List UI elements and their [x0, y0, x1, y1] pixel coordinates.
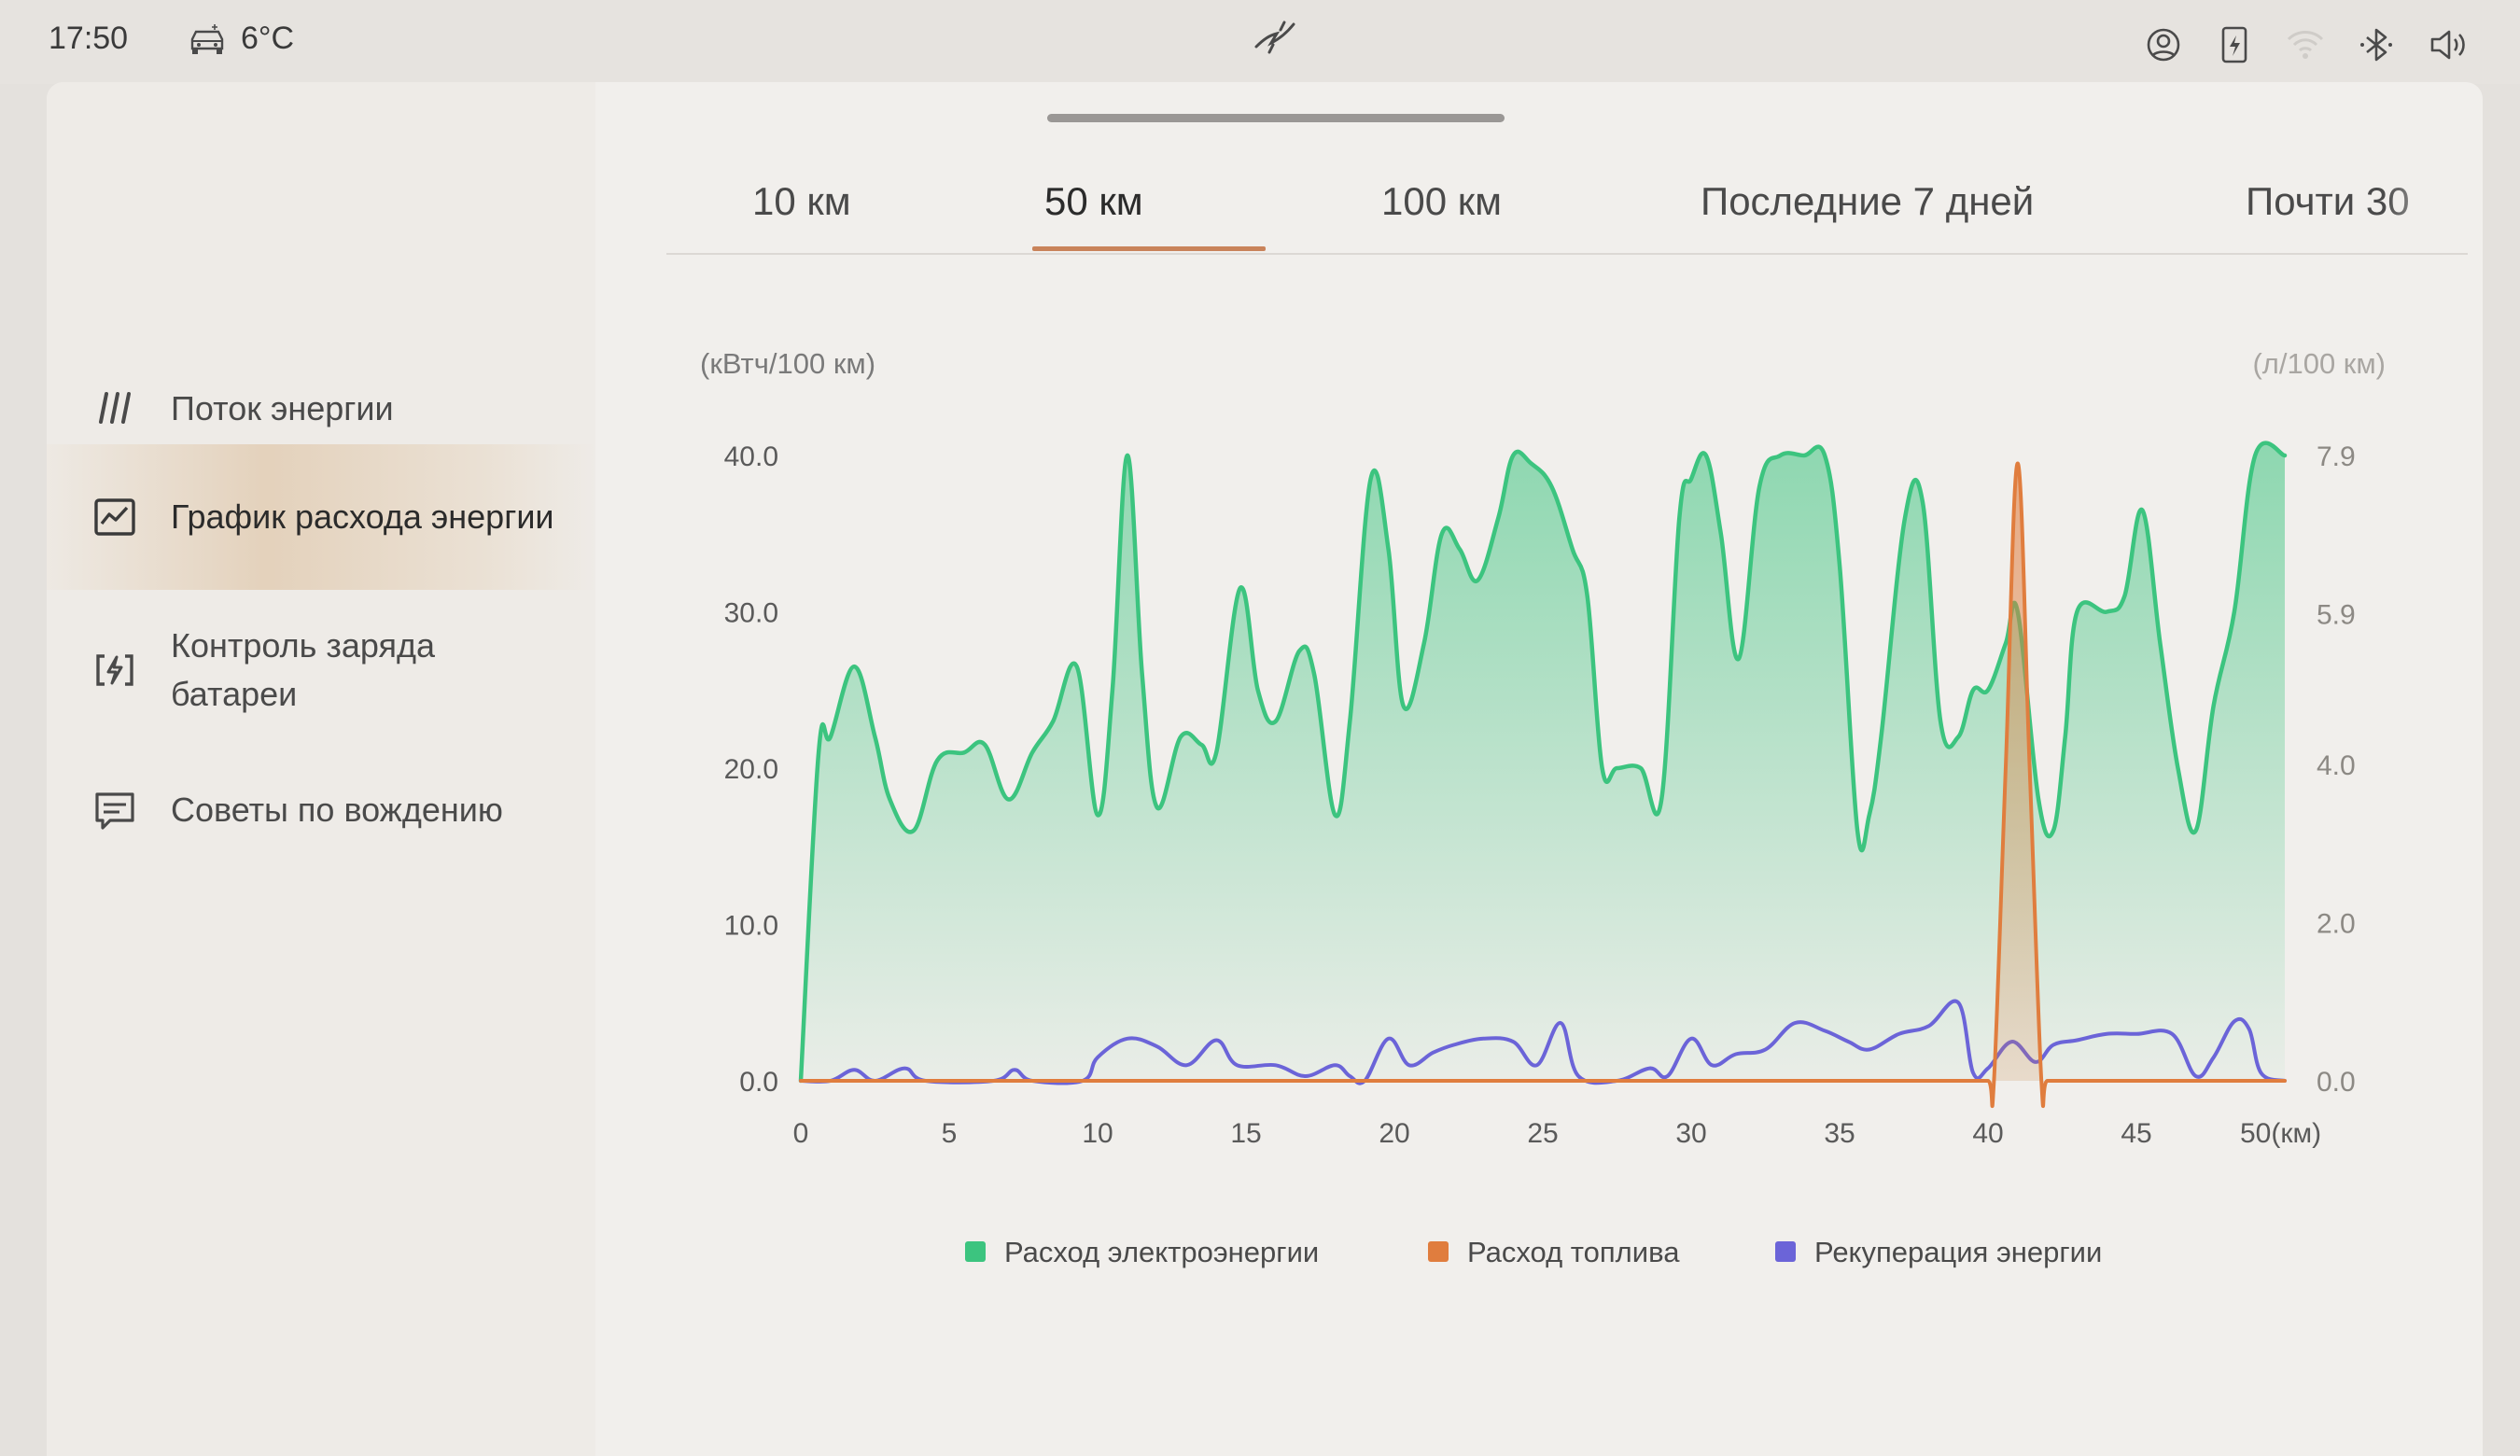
- tab-last-30-days[interactable]: Почти 30: [2246, 179, 2410, 223]
- sidebar-item-label: Контроль заряда батареи: [171, 626, 436, 713]
- phone-charge-icon[interactable]: [2214, 24, 2255, 65]
- tab-last-7-days[interactable]: Последние 7 дней: [1701, 179, 2035, 223]
- sidebar-item-label: График расхода энергии: [171, 497, 554, 536]
- chart-icon: [94, 498, 135, 536]
- wifi-icon[interactable]: [2285, 24, 2326, 65]
- sidebar-item-energy-chart[interactable]: График расхода энергии: [47, 444, 595, 590]
- energy-panel: Поток энергии График расхода энергии Кон…: [47, 82, 2483, 1456]
- sidebar-item-label: Поток энергии: [171, 389, 394, 427]
- tabs-fade: [2384, 172, 2468, 252]
- sidebar-item-label: Советы по вождению: [171, 791, 503, 829]
- battery-charge-icon: [96, 654, 133, 686]
- user-profile-icon[interactable]: [2143, 24, 2184, 65]
- message-tips-icon: [95, 792, 134, 830]
- car-climate-icon[interactable]: [187, 22, 228, 60]
- brand-logo-icon[interactable]: [1249, 19, 1301, 60]
- tab-100km[interactable]: 100 км: [1381, 179, 1502, 223]
- sidebar-item-energy-flow[interactable]: Поток энергии: [47, 364, 595, 454]
- volume-icon[interactable]: [2427, 24, 2468, 65]
- sidebar: Поток энергии График расхода энергии Кон…: [47, 82, 595, 1456]
- range-tabs: 10 км 50 км 100 км Последние 7 дней Почт…: [666, 172, 2468, 340]
- tabs-divider: [666, 253, 2468, 255]
- tab-10km[interactable]: 10 км: [752, 179, 851, 223]
- sidebar-item-driving-tips[interactable]: Советы по вождению: [47, 763, 595, 857]
- status-temperature: 6°C: [241, 21, 295, 56]
- sidebar-item-battery-charge[interactable]: Контроль заряда батареи: [47, 605, 595, 735]
- drag-handle[interactable]: [1047, 114, 1505, 122]
- active-tab-underline: [1032, 246, 1266, 251]
- tab-50km[interactable]: 50 км: [1044, 179, 1143, 223]
- bluetooth-icon[interactable]: [2356, 24, 2397, 65]
- status-time: 17:50: [49, 21, 129, 56]
- energy-flow-icon: [99, 392, 131, 424]
- status-bar: 17:50 6°C: [0, 0, 2520, 84]
